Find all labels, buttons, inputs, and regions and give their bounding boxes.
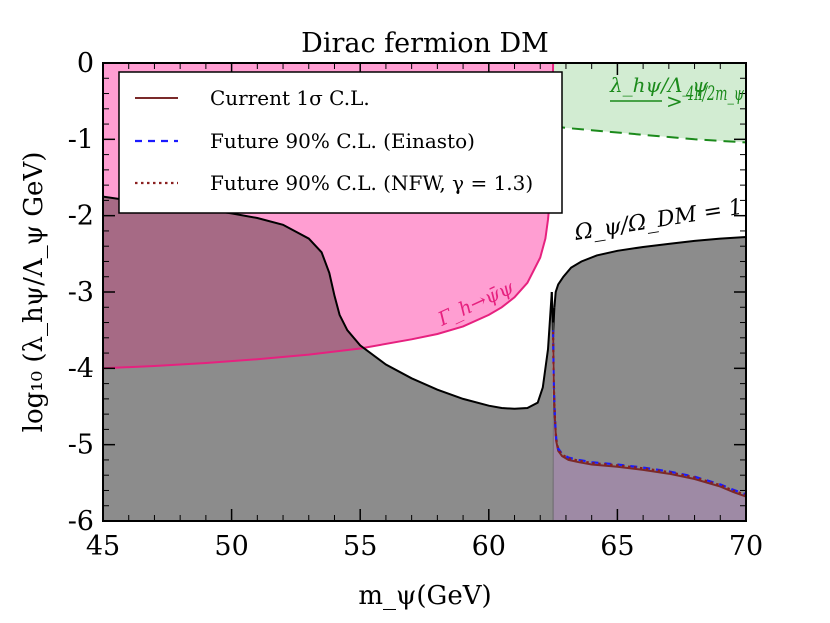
- y-tick-label: -4: [68, 353, 94, 384]
- perturbativity-curve: [552, 125, 746, 144]
- axes: 45 50 55 60 65 70 0 -1 -2 -3 -4 -5 -6: [68, 48, 763, 562]
- y-tick-label: -3: [68, 277, 94, 308]
- direct-detection-region: [553, 334, 746, 521]
- curves: [103, 63, 746, 521]
- current-1sigma-curve: [552, 333, 746, 498]
- y-axis-title: log₁₀ (λ_hψ/Λ_ψ GeV): [19, 152, 49, 433]
- perturbativity-region: [553, 63, 746, 143]
- x-tick-label: 55: [343, 531, 377, 562]
- legend-label-einasto: Future 90% C.L. (Einasto): [210, 129, 475, 153]
- relic-curve-right: [553, 236, 746, 308]
- perturbativity-lhs: λ_hψ/Λ_ψ: [609, 73, 708, 97]
- x-tick-label: 65: [600, 531, 634, 562]
- perturbativity-label: λ_hψ/Λ_ψ > 4π/2m_ψ: [609, 73, 744, 113]
- future-nfw-curve: [552, 331, 746, 497]
- legend: Current 1σ C.L. Future 90% C.L. (Einasto…: [118, 71, 563, 214]
- x-tick-label: 60: [472, 531, 506, 562]
- y-tick-label: -2: [68, 201, 94, 232]
- x-tick-label: 70: [729, 531, 763, 562]
- perturbativity-rhs: 4π/2m_ψ: [685, 81, 744, 105]
- y-tick-label: -5: [68, 430, 94, 461]
- x-tick-label: 50: [214, 531, 248, 562]
- legend-box: [118, 71, 563, 214]
- legend-label-nfw: Future 90% C.L. (NFW, γ = 1.3): [210, 171, 533, 195]
- x-tick-label: 45: [86, 531, 120, 562]
- relic-region-right: [553, 237, 746, 521]
- y-tick-label: -6: [68, 506, 94, 537]
- x-axis-title: m_ψ(GeV): [358, 581, 491, 611]
- future-einasto-curve: [552, 330, 746, 496]
- chart-title: Dirac fermion DM: [301, 28, 549, 59]
- legend-label-current: Current 1σ C.L.: [210, 86, 370, 110]
- y-tick-label: 0: [77, 48, 94, 79]
- y-tick-label: -1: [68, 124, 94, 155]
- higgs-width-curve: [103, 63, 555, 370]
- perturbativity-operator: >: [666, 89, 683, 113]
